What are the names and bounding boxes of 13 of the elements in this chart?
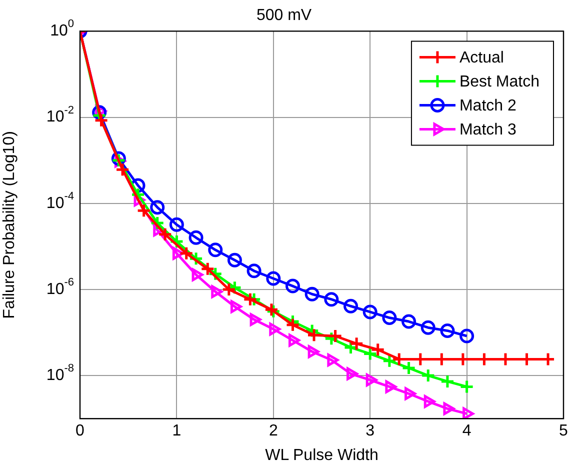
x-tick-label: 2	[268, 422, 278, 440]
legend-label: Best Match	[459, 74, 540, 91]
x-tick-label: 0	[76, 422, 85, 440]
legend-label: Match 3	[459, 122, 516, 139]
x-tick-label: 4	[462, 422, 472, 440]
x-tick-label: 1	[172, 422, 182, 440]
legend-label: Match 2	[459, 98, 516, 115]
chart-title: 500 mV	[256, 7, 312, 24]
x-tick-label: 5	[559, 422, 568, 440]
y-axis-title: Failure Probability (Log10)	[1, 131, 18, 319]
legend-label: Actual	[459, 50, 504, 67]
x-tick-label: 3	[366, 422, 375, 440]
x-axis-title: WL Pulse Width	[265, 446, 378, 464]
